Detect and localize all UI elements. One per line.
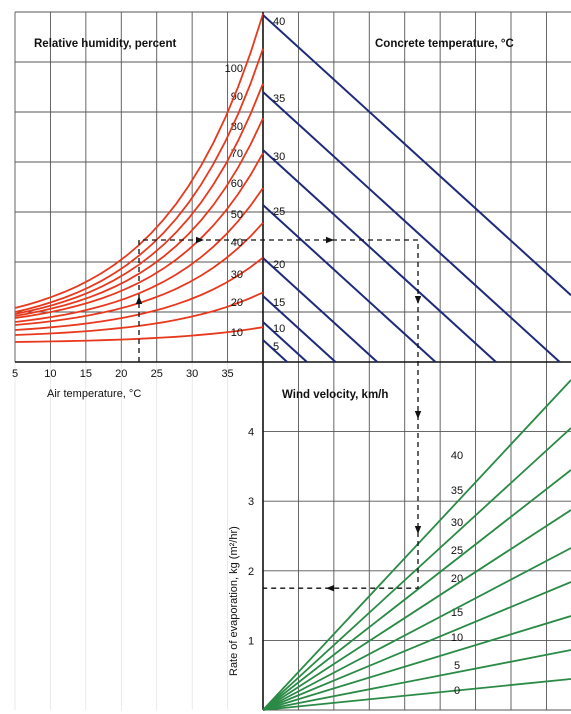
chart-axes: 5 10 15 20 25 30 35 1 2 3 4	[12, 12, 571, 710]
example-path	[135, 236, 422, 592]
example-path-line	[138, 239, 419, 589]
wind-velocity-line	[262, 615, 571, 711]
concrete-temperature-line	[262, 339, 288, 363]
wind-velocity-line	[262, 547, 571, 711]
humidity-curve-label: 90	[231, 91, 243, 103]
example-path-arrow	[196, 236, 204, 244]
wind-velocity-line	[262, 649, 571, 711]
y-tick-label: 1	[248, 635, 254, 647]
humidity-panel-title: Relative humidity, percent	[34, 38, 176, 50]
wind-velocity-label: 40	[451, 450, 463, 462]
concrete-temperature-label: 40	[273, 16, 285, 28]
example-path-arrow	[326, 585, 334, 592]
concrete-temperature-label: 5	[273, 341, 279, 353]
x-axis-title: Air temperature, °C	[47, 388, 141, 400]
y-tick-label: 2	[248, 566, 254, 578]
concrete-temperature-lines: 5 10 15 20 25 30 35 40	[262, 14, 571, 363]
wind-panel-title: Wind velocity, km/h	[282, 389, 388, 401]
humidity-curve-label: 70	[231, 148, 243, 160]
concrete-temperature-line	[262, 149, 497, 363]
concrete-temperature-label: 30	[273, 151, 285, 163]
wind-velocity-label: 10	[451, 632, 463, 644]
wind-velocity-line	[262, 427, 571, 711]
chart-grid	[14, 11, 571, 711]
x-tick-label: 30	[186, 368, 198, 380]
concrete-temperature-line	[262, 257, 378, 363]
wind-velocity-line	[262, 379, 571, 711]
concrete-temperature-line	[262, 204, 437, 363]
humidity-curve-label: 10	[231, 327, 243, 339]
example-path-arrow	[135, 296, 143, 304]
wind-velocity-label: 25	[451, 545, 463, 557]
y-tick-label: 3	[248, 496, 254, 508]
wind-velocity-line	[262, 509, 571, 711]
x-tick-label: 35	[221, 368, 233, 380]
concrete-temperature-line	[262, 14, 571, 297]
chart-labels: Relative humidity, percent Concrete temp…	[34, 38, 514, 676]
humidity-curve	[14, 118, 264, 317]
concrete-panel-title: Concrete temperature, °C	[375, 38, 514, 50]
humidity-curve-label: 60	[231, 178, 243, 190]
wind-velocity-line	[262, 469, 571, 711]
wind-velocity-line	[262, 581, 571, 711]
humidity-curve	[14, 326, 264, 343]
humidity-curve-label: 20	[231, 297, 243, 309]
example-path-arrow	[414, 411, 422, 419]
concrete-temperature-label: 35	[273, 93, 285, 105]
humidity-curve-label: 40	[231, 237, 243, 249]
wind-velocity-label: 0	[454, 685, 460, 697]
humidity-curve	[14, 48, 264, 313]
concrete-temperature-line	[262, 321, 308, 363]
y-tick-label: 4	[248, 427, 254, 439]
x-tick-label: 20	[115, 368, 127, 380]
concrete-temperature-label: 20	[273, 259, 285, 271]
example-path-arrow	[414, 526, 422, 534]
wind-velocity-label: 35	[451, 485, 463, 497]
concrete-temperature-label: 10	[273, 323, 285, 335]
x-tick-label: 10	[44, 368, 56, 380]
humidity-curve-label: 100	[225, 63, 243, 75]
humidity-curve	[14, 83, 264, 315]
y-axis-title: Rate of evaporation, kg (m²/hr)	[228, 526, 240, 676]
concrete-temperature-label: 15	[273, 297, 285, 309]
humidity-curve	[14, 152, 264, 319]
example-path-arrow	[414, 296, 422, 304]
wind-velocity-label: 30	[451, 517, 463, 529]
x-tick-label: 5	[12, 368, 18, 380]
humidity-curve-label: 50	[231, 209, 243, 221]
x-tick-label: 15	[80, 368, 92, 380]
example-path-arrow	[326, 236, 334, 244]
concrete-temperature-line	[262, 91, 561, 363]
humidity-curve-label: 30	[231, 269, 243, 281]
wind-velocity-label: 5	[454, 660, 460, 672]
humidity-curve	[14, 187, 264, 323]
x-tick-label: 25	[151, 368, 163, 380]
wind-velocity-line	[262, 678, 571, 711]
concrete-temperature-label: 25	[273, 206, 285, 218]
concrete-temperature-line	[262, 295, 337, 363]
